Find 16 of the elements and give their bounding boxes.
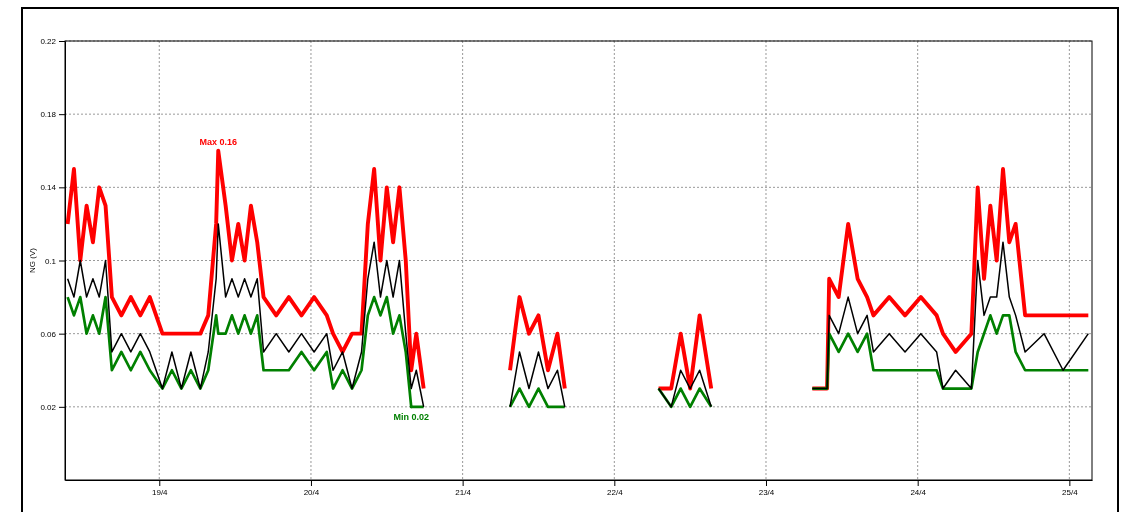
x-tick-label: 24/4 <box>910 487 927 497</box>
y-tick-label: 0.14 <box>40 183 57 193</box>
y-tick-label: 0.02 <box>40 402 57 412</box>
x-tick-label: 22/4 <box>607 487 624 497</box>
x-tick-label: 21/4 <box>455 487 472 497</box>
x-tick-label: 19/4 <box>151 487 169 497</box>
x-tick-label: 23/4 <box>758 487 775 497</box>
y-tick-label: 0.1 <box>44 256 57 266</box>
annotation: Min 0.02 <box>393 411 429 422</box>
x-tick-label: 20/4 <box>303 487 320 497</box>
y-tick-label: 0.06 <box>40 329 57 339</box>
x-tick-label: 25/4 <box>1062 487 1079 497</box>
annotation: Max 0.16 <box>199 136 238 147</box>
y-tick-label: 0.18 <box>40 110 57 120</box>
y-tick-label: 0.22 <box>40 37 57 47</box>
y-axis-title: NG (V) <box>28 247 37 273</box>
